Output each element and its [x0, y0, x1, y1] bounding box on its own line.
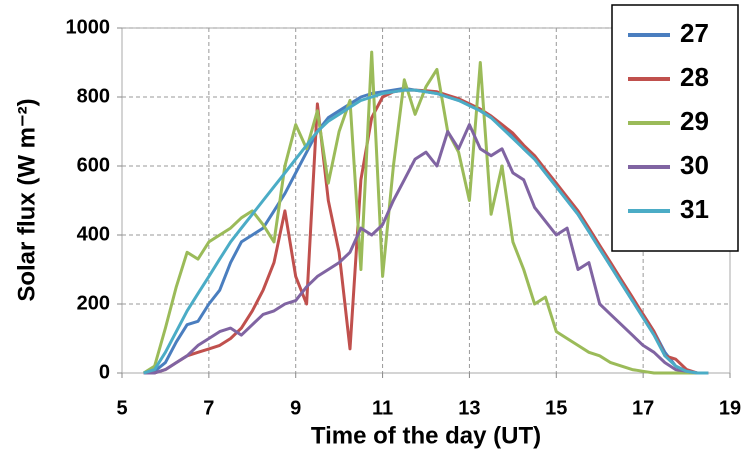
x-tick-label: 9: [290, 397, 301, 419]
series-line: [143, 88, 709, 375]
x-tick-label: 13: [458, 397, 480, 419]
legend-label: 28: [680, 62, 709, 92]
x-tick-label: 7: [203, 397, 214, 419]
legend-label: 29: [680, 106, 709, 136]
y-tick-label: 0: [99, 361, 110, 383]
y-tick-label: 400: [77, 223, 110, 245]
x-tick-label: 19: [719, 397, 741, 419]
x-tick-label: 11: [372, 397, 393, 419]
x-tick-label: 5: [116, 397, 127, 419]
legend-label: 30: [680, 150, 709, 180]
y-axis-title: Solar flux (W m⁻²): [13, 98, 40, 301]
y-tick-label: 1000: [66, 16, 111, 38]
y-tick-label: 600: [77, 154, 110, 176]
legend-label: 31: [680, 194, 709, 224]
x-axis-title: Time of the day (UT): [311, 422, 541, 449]
legend-box: [611, 4, 739, 252]
y-tick-label: 800: [77, 85, 110, 107]
y-tick-label: 200: [77, 292, 110, 314]
x-tick-label: 17: [632, 397, 654, 419]
series-line: [142, 50, 709, 375]
legend-label: 27: [680, 18, 709, 48]
x-tick-label: 15: [545, 397, 567, 419]
series-line: [143, 123, 709, 375]
